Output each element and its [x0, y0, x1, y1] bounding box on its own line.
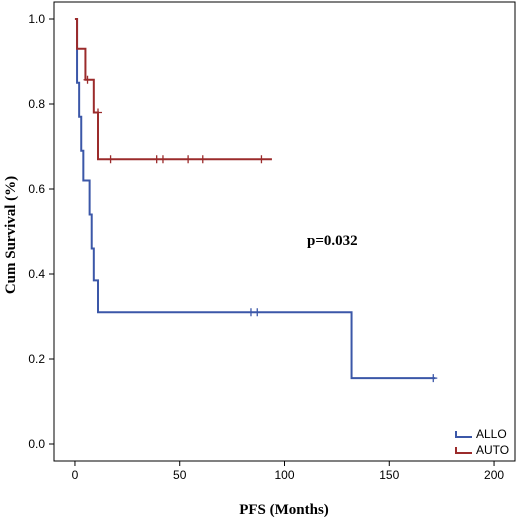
x-tick-label: 150 [379, 468, 399, 482]
x-tick-label: 100 [274, 468, 294, 482]
legend: ALLO AUTO [455, 427, 509, 457]
series-line-allo [74, 18, 436, 380]
censor-mark-auto [184, 155, 193, 164]
legend-swatch-allo [455, 431, 472, 438]
y-tick-label: 1.0 [28, 12, 45, 26]
censor-mark-auto [83, 75, 92, 84]
legend-label-allo: ALLO [476, 427, 507, 441]
legend-label-auto: AUTO [476, 443, 509, 457]
x-tick-label: 200 [484, 468, 504, 482]
y-tick-label: 0.6 [28, 182, 45, 196]
y-tick-label: 0.0 [28, 437, 45, 451]
plot-area [53, 1, 516, 462]
tick-group: 0 50 100 150 200 0.0 0.2 0.4 0.6 0.8 1.0 [28, 12, 504, 482]
series-group [74, 18, 438, 383]
x-axis-title: PFS (Months) [239, 502, 329, 518]
censor-mark-allo [429, 374, 438, 383]
p-value-annotation: p=0.032 [307, 233, 358, 249]
y-tick-label: 0.4 [28, 267, 45, 281]
censor-mark-auto [106, 155, 115, 164]
censor-mark-auto [198, 155, 207, 164]
censor-mark-auto [257, 155, 266, 164]
y-tick-label: 0.8 [28, 97, 45, 111]
legend-swatch-auto [455, 447, 472, 454]
censor-mark-allo [253, 308, 262, 317]
censor-mark-auto [94, 108, 103, 117]
y-tick-label: 0.2 [28, 352, 45, 366]
y-axis-title: Cum Survival (%) [3, 176, 19, 294]
censor-mark-auto [158, 155, 167, 164]
x-tick-label: 0 [72, 468, 79, 482]
x-tick-label: 50 [173, 468, 187, 482]
